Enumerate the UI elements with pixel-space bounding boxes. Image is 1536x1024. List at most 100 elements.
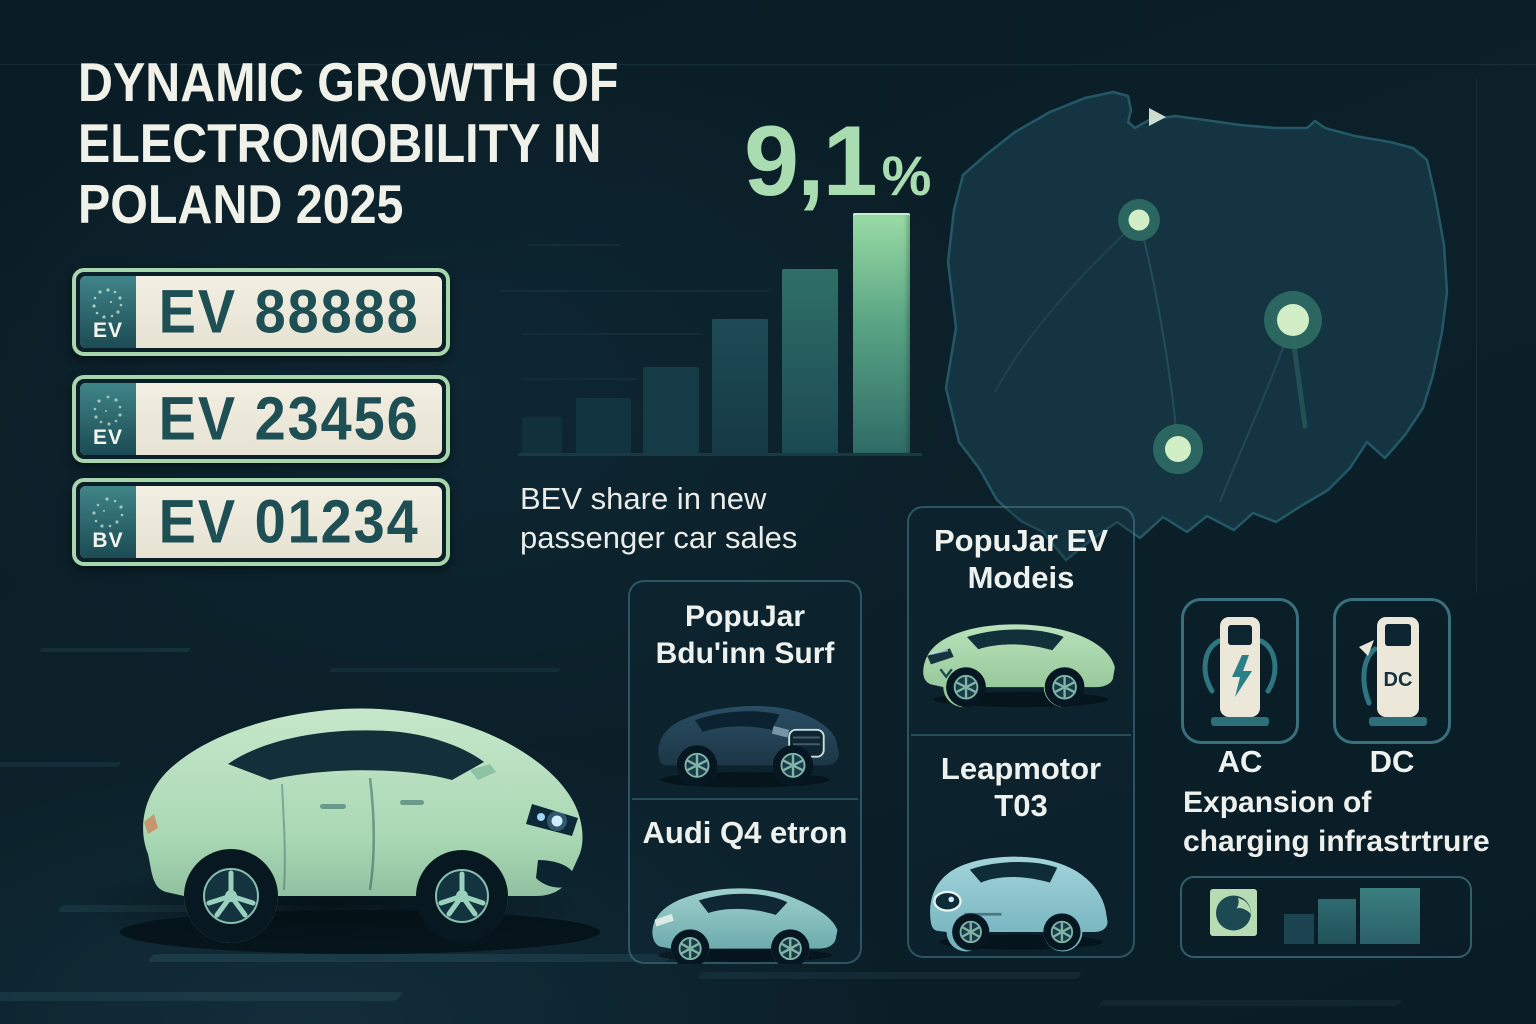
- panel-b-heading: PopuJar EV Modeis: [934, 523, 1108, 595]
- charging-growth-box: [1180, 876, 1472, 958]
- audi-illustration-slot: [630, 860, 860, 964]
- chart-caption-line: passenger car sales: [520, 520, 798, 555]
- chart-caption: BEV share in new passenger car sales: [520, 479, 797, 557]
- panel-divider: [632, 798, 858, 800]
- license-plate-face: EV EV 88888: [80, 276, 442, 348]
- chart-gridline: [528, 244, 620, 246]
- dc-charger-icon: DC: [1359, 617, 1427, 726]
- audi-q4-title: Audi Q4 etron: [642, 815, 848, 850]
- background-gridline-horizontal: [0, 64, 1536, 65]
- panel-popular-models-left: PopuJar Bdu'inn Surf: [628, 580, 862, 964]
- car-window: [228, 730, 484, 780]
- wheel: [772, 745, 814, 786]
- rear-wheel: [184, 849, 278, 943]
- ac-label: AC: [1217, 744, 1263, 779]
- wheel: [771, 929, 810, 964]
- green-hatchback-illustration: [923, 624, 1115, 708]
- growth-square-medium: [1318, 899, 1356, 944]
- growth-square-large: [1360, 888, 1420, 944]
- brand-v-logo: [939, 668, 953, 679]
- leapmotor-t03-illustration: [930, 856, 1108, 952]
- wheel: [670, 929, 710, 964]
- green-hatchback-slot: [909, 596, 1133, 712]
- plate-band-label: EV: [92, 319, 123, 342]
- hel-peninsula-highlight: [1149, 108, 1166, 126]
- arrow-icon: [1359, 640, 1374, 656]
- charger-base: [1369, 717, 1427, 726]
- page-title: DYNAMIC GROWTH OF ELECTROMOBILITY IN POL…: [78, 52, 618, 235]
- chart-bar: [712, 319, 768, 454]
- license-plate-frame: EV EV 88888: [76, 272, 446, 352]
- chart-bar: [782, 269, 838, 454]
- wheel: [1044, 667, 1085, 708]
- dc-label: DC: [1369, 744, 1415, 779]
- chart-bar: [522, 417, 562, 454]
- highlight-percent-sign: %: [881, 144, 932, 207]
- license-plate-3: BV EV 01234: [72, 478, 450, 566]
- star-circle-icon: [92, 497, 124, 528]
- chart-bar: [853, 213, 910, 454]
- plate-euro-band: BV: [80, 486, 136, 558]
- chart-caption-line: BEV share in new: [520, 481, 767, 516]
- charging-network-logo-icon: [1210, 889, 1257, 936]
- license-plate-face: BV EV 01234: [80, 486, 442, 558]
- star-circle-icon: [92, 288, 123, 319]
- front-wheel: [416, 850, 508, 942]
- chart-highlight-value: 9,1%: [744, 104, 931, 218]
- plate-number: EV 23456: [158, 384, 420, 454]
- map-pin-north: [1118, 199, 1160, 241]
- chart-gridline: [522, 333, 702, 335]
- chart-gridline: [500, 290, 770, 292]
- dc-charger-box: DC: [1333, 598, 1451, 744]
- map-road: [1219, 319, 1294, 503]
- chart-bar: [576, 398, 631, 454]
- plate-euro-band: EV: [80, 383, 136, 455]
- map-pin-east: [1264, 291, 1322, 349]
- chart-baseline: [518, 453, 922, 456]
- charging-heading: Expansion of charging infrastrtrure: [1183, 786, 1490, 858]
- ac-charger-icon: [1202, 617, 1278, 726]
- page-title-line: ELECTROMOBILITY IN: [78, 112, 602, 174]
- road-streak: [0, 992, 404, 1001]
- lightning-bolt-icon: [1232, 655, 1252, 697]
- growth-square-small: [1284, 914, 1314, 944]
- road-streak: [1097, 1000, 1403, 1006]
- charging-cable: [1258, 638, 1278, 694]
- dc-text: DC: [1384, 669, 1413, 691]
- wheel: [1043, 913, 1081, 951]
- license-plate-2: EV EV 23456: [72, 375, 450, 463]
- road-streak: [697, 972, 1083, 979]
- hero-car-illustration: [120, 708, 600, 954]
- star-circle-icon: [93, 395, 122, 426]
- charger-screen: [1228, 625, 1252, 645]
- license-plate-frame: BV EV 01234: [76, 482, 446, 562]
- map-road: [1138, 219, 1179, 450]
- pin-stem: [1290, 335, 1308, 429]
- poland-outline: [944, 90, 1449, 562]
- page-title-line: POLAND 2025: [78, 173, 404, 235]
- license-plate-face: EV EV 23456: [80, 383, 442, 455]
- plate-number: EV 01234: [158, 487, 420, 557]
- poland-map: [944, 90, 1449, 562]
- wheel: [946, 667, 986, 708]
- t03-illustration-slot: [909, 830, 1133, 952]
- charging-cable: [1361, 646, 1378, 706]
- license-plate-1: EV EV 88888: [72, 268, 450, 356]
- charger-base: [1211, 717, 1269, 726]
- charging-cable: [1202, 638, 1222, 694]
- leapmotor-title: Leapmotor T03: [940, 751, 1102, 823]
- wheel: [952, 913, 990, 951]
- ac-charger-box: [1181, 598, 1299, 744]
- plate-band-label: EV: [92, 426, 123, 449]
- suv-illustration: [658, 706, 840, 788]
- front-intake: [536, 860, 574, 888]
- chart-gridline: [522, 378, 637, 380]
- map-road: [994, 219, 1140, 393]
- audi-q4-illustration: [652, 888, 838, 964]
- rear-reflector: [144, 814, 158, 834]
- panel-divider: [911, 734, 1131, 736]
- background-gridline-vertical: [1476, 78, 1477, 593]
- round-headlight: [933, 890, 962, 912]
- panel-popular-ev-models: PopuJar EV Modeis: [907, 506, 1135, 958]
